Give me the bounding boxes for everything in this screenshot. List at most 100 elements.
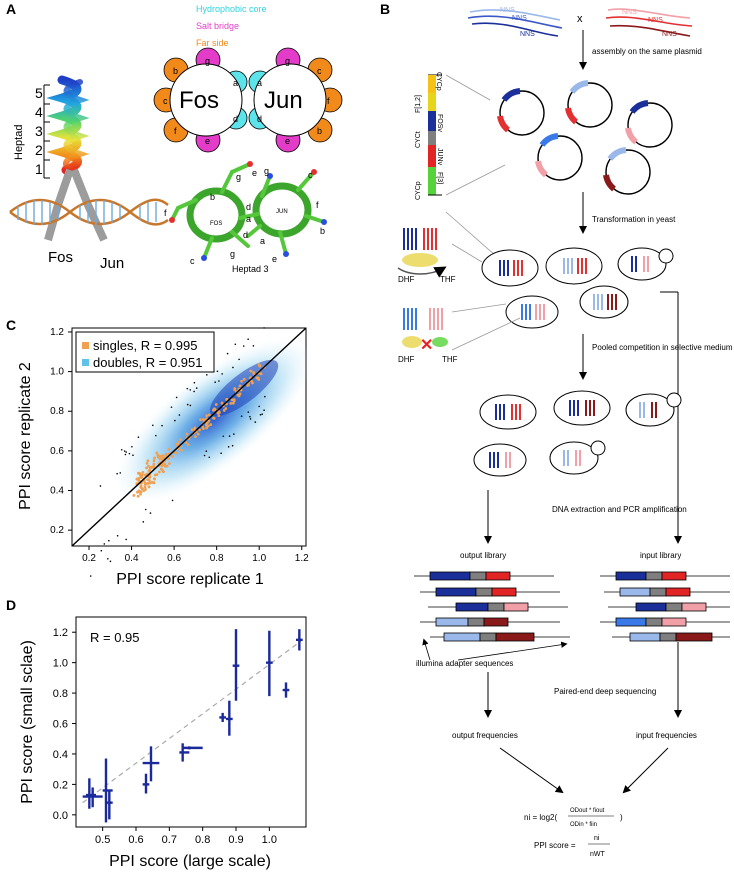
doubles-outlier-point (249, 415, 251, 418)
singles-point (146, 482, 150, 485)
doubles-outlier-point (89, 575, 92, 577)
doubles-outlier-point (152, 424, 154, 427)
doubles-outlier-point (226, 352, 229, 355)
chart-c-xtick-label: 1.0 (252, 553, 266, 564)
singles-point (137, 490, 141, 494)
singles-point (143, 482, 147, 486)
chart-d-point (102, 758, 113, 823)
nns-blue-2: NNS (500, 7, 515, 14)
chart-d-ytick-label: 0.0 (53, 810, 68, 822)
bar-cycp-bottom: CYCp (415, 181, 422, 200)
singles-point (160, 464, 164, 468)
chart-d-ytick-label: 0.8 (53, 688, 68, 700)
singles-point (201, 417, 205, 421)
chart-d-ylabel: PPI score (small sclae) (19, 640, 36, 804)
dhf-label-1: DHF (398, 275, 415, 284)
singles-point (220, 401, 224, 405)
singles-point (167, 462, 171, 465)
doubles-outlier-point (247, 338, 249, 340)
singles-point (218, 411, 221, 414)
doubles-outlier-point (149, 512, 152, 514)
singles-point (205, 414, 209, 418)
singles-point (141, 487, 144, 491)
chart-c-ytick-label: 0.8 (50, 406, 64, 417)
construct-bar (428, 74, 442, 196)
helix-jun-label: JUN (276, 209, 288, 215)
plasmid-group (497, 80, 673, 195)
doubles-outlier-point (221, 373, 223, 375)
jun-label: Jun (100, 255, 124, 272)
doubles-outlier-point (228, 435, 231, 437)
singles-point (153, 473, 157, 477)
chart-replicate-correlation: 0.2 0.4 0.6 0.8 1.0 1.2 0.2 0.4 0.6 0.8 1.0 1.2 sin… (17, 327, 313, 588)
panel-label-a: A (6, 1, 16, 17)
doubles-outlier-point (178, 414, 181, 416)
singles-point (222, 409, 226, 412)
chart-d-ytick-label: 1.0 (53, 658, 68, 670)
nns-red-3: NNS (662, 31, 677, 38)
bar-cycp-top: CYCp (435, 72, 442, 91)
doubles-outlier-point (254, 421, 257, 423)
legend-core: Hydrophobic core (196, 4, 267, 14)
doubles-outlier-point (124, 453, 127, 456)
chart-d-points (82, 629, 303, 823)
doubles-outlier-point (238, 358, 240, 361)
singles-point (141, 471, 145, 474)
res-a1: a (246, 214, 251, 224)
res-c2: c (308, 170, 313, 180)
doubles-outlier-point (170, 406, 173, 408)
panel-label-d: D (6, 597, 16, 613)
res-c1: c (190, 256, 195, 266)
chart-c-ticks: 0.2 0.4 0.6 0.8 1.0 1.2 0.2 0.4 0.6 0.8 1.0 1.2 (50, 327, 309, 564)
enrichment-formula: ni = log2( ODout * fiout ODin * fiin ) (524, 808, 623, 828)
doubles-outlier-point (259, 413, 262, 416)
singles-point (257, 363, 261, 367)
singles-point (231, 401, 235, 405)
chart-d-point (142, 746, 160, 782)
res-e: e (252, 168, 257, 178)
singles-point (205, 426, 208, 430)
fos-petal-d: d (233, 114, 238, 124)
singles-point (240, 379, 243, 383)
chart-d-xtick-label: 0.7 (162, 834, 177, 846)
doubles-outlier-point (107, 557, 109, 560)
heptad-num-4: 4 (35, 104, 43, 120)
nns-blue-3: NNS (520, 31, 535, 38)
chart-c-xtick-label: 0.2 (82, 553, 96, 564)
singles-point (153, 456, 156, 460)
singles-point (232, 399, 236, 403)
chart-d-xlabel: PPI score (large scale) (109, 853, 271, 870)
singles-point (196, 432, 200, 436)
doubles-outlier-point (174, 419, 176, 422)
fos-petal-b: b (173, 66, 178, 76)
doubles-outlier-point (123, 450, 126, 452)
chart-d-ytick-label: 0.2 (53, 779, 68, 791)
helix-fos-label: FOS (210, 221, 222, 227)
singles-point (159, 454, 162, 458)
singles-point (143, 485, 147, 489)
heptad-ruler (43, 84, 50, 179)
chart-d-point (106, 790, 113, 820)
doubles-outlier-point (242, 345, 245, 347)
doubles-outlier-point (195, 387, 198, 389)
res-a2: a (260, 236, 265, 246)
singles-point (135, 477, 139, 481)
panel-label-c: C (6, 317, 16, 333)
doubles-outlier-point (208, 456, 211, 459)
res-f2: f (316, 200, 319, 210)
doubles-outlier-point (263, 327, 265, 329)
singles-point (207, 419, 211, 423)
ppi-den: nWT (590, 851, 606, 858)
fos-petal-c: c (163, 96, 168, 106)
singles-point (252, 371, 255, 374)
doubles-outlier-point (203, 454, 206, 457)
chart-c-ytick-label: 0.4 (50, 486, 64, 497)
fos-label: Fos (48, 249, 73, 266)
singles-point (148, 476, 152, 479)
doubles-outlier-point (175, 396, 178, 399)
singles-point (152, 462, 156, 466)
res-g3: g (236, 172, 241, 182)
singles-point (175, 442, 179, 446)
legend-singles-swatch (82, 342, 89, 349)
chart-c-xtick-label: 0.8 (210, 553, 224, 564)
